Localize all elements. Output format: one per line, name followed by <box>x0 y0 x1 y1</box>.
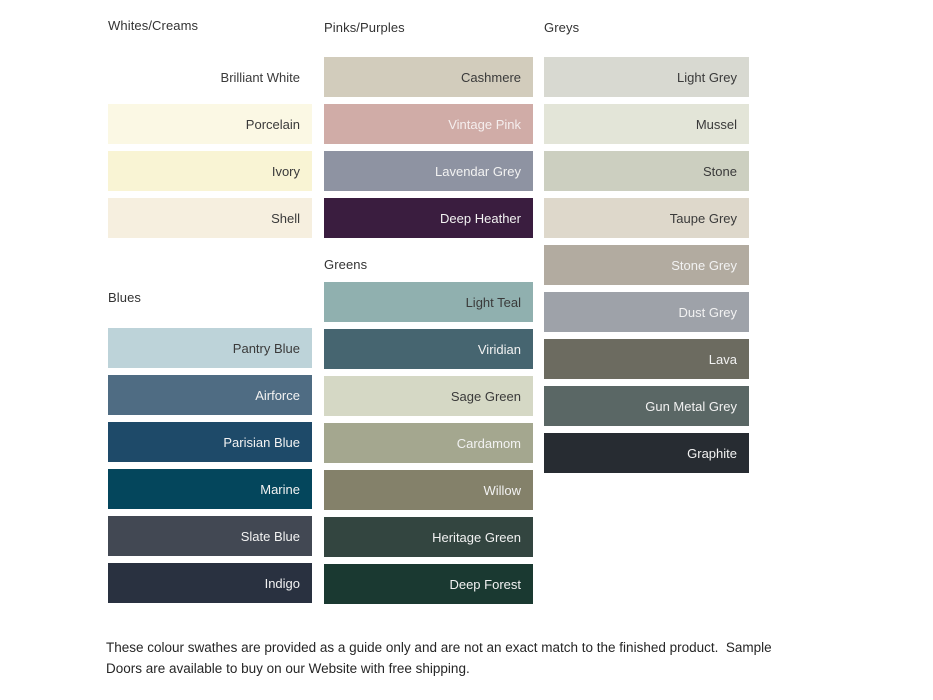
swatch-marine: Marine <box>108 469 312 509</box>
swatch-heritage-green: Heritage Green <box>324 517 533 557</box>
swatch-label-light-teal: Light Teal <box>465 294 521 310</box>
swatch-label-gun-metal-grey: Gun Metal Grey <box>645 398 737 414</box>
swatch-label-mussel: Mussel <box>695 116 737 132</box>
swatch-label-heritage-green: Heritage Green <box>432 529 521 545</box>
swatch-label-porcelain: Porcelain <box>245 116 300 132</box>
swatch-mussel: Mussel <box>544 104 749 144</box>
swatch-label-indigo: Indigo <box>264 575 300 591</box>
group-title-greens: Greens <box>324 257 368 272</box>
swatch-light-teal: Light Teal <box>324 282 533 322</box>
swatch-stone: Stone <box>544 151 749 191</box>
swatch-label-slate-blue: Slate Blue <box>240 528 300 544</box>
swatch-label-deep-forest: Deep Forest <box>449 576 521 592</box>
swatch-deep-heather: Deep Heather <box>324 198 533 238</box>
swatch-gun-metal-grey: Gun Metal Grey <box>544 386 749 426</box>
swatch-lavendar-grey: Lavendar Grey <box>324 151 533 191</box>
swatch-lava: Lava <box>544 339 749 379</box>
swatch-label-viridian: Viridian <box>477 341 521 357</box>
swatch-parisian-blue: Parisian Blue <box>108 422 312 462</box>
swatch-cardamom: Cardamom <box>324 423 533 463</box>
group-title-blues: Blues <box>108 290 142 305</box>
swatch-label-ivory: Ivory <box>271 163 300 179</box>
swatch-label-parisian-blue: Parisian Blue <box>223 434 300 450</box>
swatch-sage-green: Sage Green <box>324 376 533 416</box>
disclaimer-text: These colour swathes are provided as a g… <box>106 637 786 679</box>
swatch-shell: Shell <box>108 198 312 238</box>
swatch-label-stone: Stone <box>703 163 737 179</box>
swatch-label-airforce: Airforce <box>255 387 300 403</box>
disclaimer-line-1: These colour swathes are provided as a g… <box>106 640 772 655</box>
swatch-label-taupe-grey: Taupe Grey <box>669 210 737 226</box>
group-title-greys: Greys <box>544 20 580 35</box>
swatch-label-vintage-pink: Vintage Pink <box>448 116 521 132</box>
swatch-taupe-grey: Taupe Grey <box>544 198 749 238</box>
swatch-label-stone-grey: Stone Grey <box>671 257 737 273</box>
swatch-label-lavendar-grey: Lavendar Grey <box>435 163 521 179</box>
swatch-label-pantry-blue: Pantry Blue <box>232 340 300 356</box>
swatch-vintage-pink: Vintage Pink <box>324 104 533 144</box>
swatch-brilliant-white: Brilliant White <box>108 57 312 97</box>
swatch-label-brilliant-white: Brilliant White <box>220 69 300 85</box>
swatch-dust-grey: Dust Grey <box>544 292 749 332</box>
swatch-label-lava: Lava <box>708 351 737 367</box>
swatch-deep-forest: Deep Forest <box>324 564 533 604</box>
group-title-pinks-purples: Pinks/Purples <box>324 20 405 35</box>
swatch-light-grey: Light Grey <box>544 57 749 97</box>
swatch-ivory: Ivory <box>108 151 312 191</box>
swatch-label-dust-grey: Dust Grey <box>678 304 737 320</box>
swatch-label-cashmere: Cashmere <box>461 69 521 85</box>
swatch-cashmere: Cashmere <box>324 57 533 97</box>
swatch-viridian: Viridian <box>324 329 533 369</box>
swatch-label-light-grey: Light Grey <box>677 69 737 85</box>
swatch-label-cardamom: Cardamom <box>456 435 521 451</box>
swatch-label-graphite: Graphite <box>687 445 737 461</box>
disclaimer-line-2: Doors are available to buy on our Websit… <box>106 661 470 676</box>
swatch-airforce: Airforce <box>108 375 312 415</box>
swatch-label-sage-green: Sage Green <box>450 388 521 404</box>
group-title-whites-creams: Whites/Creams <box>108 18 199 33</box>
swatch-porcelain: Porcelain <box>108 104 312 144</box>
swatch-label-shell: Shell <box>271 210 300 226</box>
swatch-indigo: Indigo <box>108 563 312 603</box>
swatch-stone-grey: Stone Grey <box>544 245 749 285</box>
swatch-willow: Willow <box>324 470 533 510</box>
swatch-graphite: Graphite <box>544 433 749 473</box>
swatch-label-marine: Marine <box>260 481 300 497</box>
swatch-pantry-blue: Pantry Blue <box>108 328 312 368</box>
swatch-label-deep-heather: Deep Heather <box>440 210 521 226</box>
swatch-label-willow: Willow <box>483 482 521 498</box>
swatch-slate-blue: Slate Blue <box>108 516 312 556</box>
